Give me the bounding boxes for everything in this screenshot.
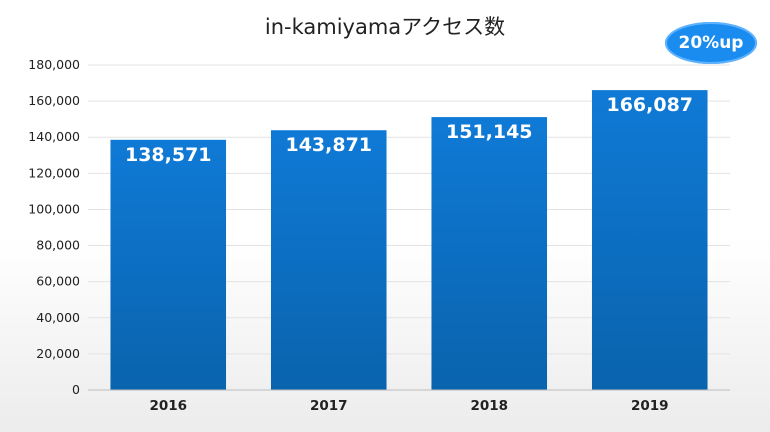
bar-2017	[270, 130, 387, 390]
y-tick-label: 80,000	[36, 238, 80, 253]
data-label-2017: 143,871	[285, 134, 372, 156]
bar-2018	[431, 117, 548, 390]
y-axis-ticks: 0 20,000 40,000 60,000 80,000 100,000 120,000 1…	[28, 57, 80, 397]
y-tick-label: 120,000	[28, 165, 80, 180]
chart-title: in-kamiyamaアクセス数	[265, 15, 505, 39]
x-tick-label: 2018	[470, 398, 508, 414]
y-tick-label: 40,000	[36, 310, 80, 325]
y-tick-label: 20,000	[36, 346, 80, 361]
y-tick-label: 140,000	[28, 129, 80, 144]
growth-badge: 20%up	[665, 22, 757, 64]
bars	[110, 90, 708, 390]
bar-2016	[110, 139, 227, 390]
data-labels: 138,571 143,871 151,145 166,087	[125, 94, 693, 166]
y-tick-label: 100,000	[28, 201, 80, 216]
y-tick-label: 0	[72, 382, 80, 397]
x-axis-ticks: 2016 2017 2018 2019	[149, 398, 668, 414]
data-label-2016: 138,571	[125, 144, 212, 166]
y-tick-label: 60,000	[36, 274, 80, 289]
x-tick-label: 2019	[631, 398, 669, 414]
data-label-2019: 166,087	[606, 94, 693, 116]
x-tick-label: 2017	[310, 398, 348, 414]
x-tick-label: 2016	[149, 398, 187, 414]
data-label-2018: 151,145	[446, 121, 533, 143]
y-tick-label: 180,000	[28, 57, 80, 72]
bar-2019	[591, 90, 708, 390]
y-tick-label: 160,000	[28, 93, 80, 108]
